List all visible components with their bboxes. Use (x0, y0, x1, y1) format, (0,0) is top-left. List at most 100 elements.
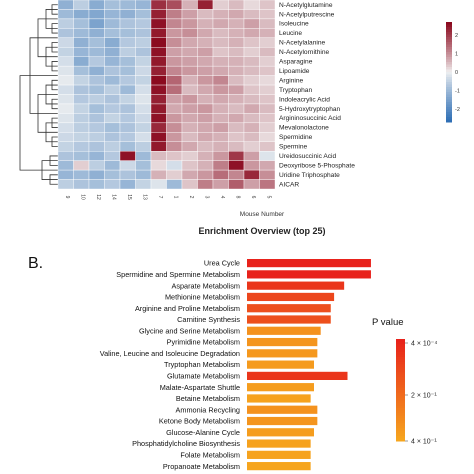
heatmap-cell (104, 132, 121, 142)
heatmap-cell (228, 0, 245, 10)
heatmap-cell (166, 37, 183, 48)
heatmap-row-label: Arginine (279, 77, 304, 84)
heatmap-cell (104, 94, 121, 105)
pvalue-gradient-segment (396, 397, 405, 401)
heatmap-cell (88, 28, 105, 39)
heatmap-cell (243, 18, 260, 29)
heatmap-cell (135, 179, 152, 190)
pathway-label: Carnitine Synthesis (177, 315, 240, 324)
heatmap-cell (212, 179, 229, 190)
heatmap-row-label: Tryptophan (279, 87, 312, 94)
pathway-label: Methionine Metabolism (165, 293, 240, 302)
legend-gradient-segment (446, 119, 452, 123)
heatmap-cell (135, 113, 152, 124)
heatmap-cell (259, 47, 276, 57)
dendrogram-branch (19, 75, 58, 171)
heatmap-cell (73, 141, 90, 152)
heatmap-cell (166, 0, 183, 10)
legend-gradient-segment (446, 22, 452, 25)
pvalue-gradient-segment (396, 415, 405, 419)
heatmap-cell (243, 56, 260, 67)
heatmap-cell (119, 47, 136, 57)
heatmap-cell (181, 141, 198, 152)
heatmap-cell (73, 169, 90, 180)
heatmap-cell (150, 141, 167, 152)
heatmap-cell (88, 0, 105, 10)
heatmap-cell (259, 0, 276, 10)
heatmap-cell (212, 56, 229, 67)
pvalue-tick-label: 4 × 10⁻⁴ (411, 341, 437, 348)
heatmap-cell (197, 47, 214, 57)
heatmap-cell (181, 94, 198, 105)
heatmap-column-label: 4 (219, 196, 225, 199)
legend-gradient-segment (446, 64, 452, 68)
heatmap-cell (197, 141, 214, 152)
heatmap-row-label: Leucine (279, 30, 302, 37)
heatmap-cell (57, 65, 74, 76)
heatmap-cell (104, 179, 121, 190)
heatmap-cell (259, 37, 276, 48)
legend-tick-label: 0 (455, 70, 458, 76)
heatmap-row-label: N-Acetylalanine (279, 40, 326, 47)
heatmap-cell (57, 18, 74, 29)
heatmap-cell (259, 179, 276, 190)
heatmap-cell (73, 75, 90, 86)
heatmap-cell (259, 9, 276, 20)
heatmap-cell (135, 75, 152, 86)
heatmap-cell (150, 47, 167, 57)
heatmap-cell (243, 9, 260, 20)
heatmap-cell (197, 28, 214, 39)
heatmap-cell (150, 0, 167, 10)
heatmap-cell (212, 122, 229, 133)
legend-tick-label: -1 (455, 89, 460, 95)
heatmap-cell (135, 94, 152, 105)
pvalue-legend: P value 4 × 10⁻⁴ 2 × 10⁻¹ 4 × 10⁻¹ (372, 317, 437, 446)
heatmap-cell (150, 56, 167, 67)
heatmap-cell (197, 122, 214, 133)
heatmap-cell (166, 94, 183, 105)
heatmap-cell (88, 37, 105, 48)
heatmap-cell (104, 169, 121, 180)
pvalue-gradient-segment (396, 405, 405, 409)
legend-gradient-segment (446, 94, 452, 98)
heatmap-cell (57, 94, 74, 105)
heatmap-cell (228, 94, 245, 105)
legend-gradient-segment (446, 102, 452, 105)
heatmap-cell (119, 75, 136, 86)
heatmap-cell (181, 37, 198, 48)
heatmap-cell (88, 103, 105, 114)
heatmap-cell (104, 122, 121, 133)
heatmap-cell (150, 9, 167, 20)
heatmap-cell (243, 0, 260, 10)
heatmap-cell (150, 84, 167, 95)
pathway-bar (247, 315, 331, 324)
heatmap-cell (119, 103, 136, 114)
heatmap-cell (243, 75, 260, 86)
heatmap-cell (73, 94, 90, 105)
heatmap-cell (104, 84, 121, 95)
pvalue-gradient-segment (396, 361, 405, 365)
heatmap-cell (73, 122, 90, 133)
heatmap-cell (104, 103, 121, 114)
heatmap-cell (259, 94, 276, 105)
heatmap-cell (259, 28, 276, 39)
legend-gradient-segment (446, 49, 452, 53)
legend-gradient-segment (446, 29, 452, 33)
legend-gradient-segment (446, 27, 452, 30)
heatmap-cell (197, 56, 214, 67)
pvalue-gradient-segment (396, 407, 405, 411)
heatmap-row-label: Uridine Triphosphate (279, 172, 340, 179)
heatmap-cell (259, 113, 276, 124)
heatmap-cell (73, 56, 90, 67)
heatmap-cell (57, 141, 74, 152)
heatmap-cell (181, 65, 198, 76)
pvalue-gradient-segment (396, 364, 405, 368)
heatmap-cell (228, 132, 245, 142)
legend-gradient-segment (446, 42, 452, 45)
pvalue-tick-label: 4 × 10⁻¹ (411, 439, 437, 446)
heatmap-cell (197, 150, 214, 161)
heatmap-cell (166, 150, 183, 161)
heatmap-cell (166, 160, 183, 171)
heatmap-cell (88, 141, 105, 152)
